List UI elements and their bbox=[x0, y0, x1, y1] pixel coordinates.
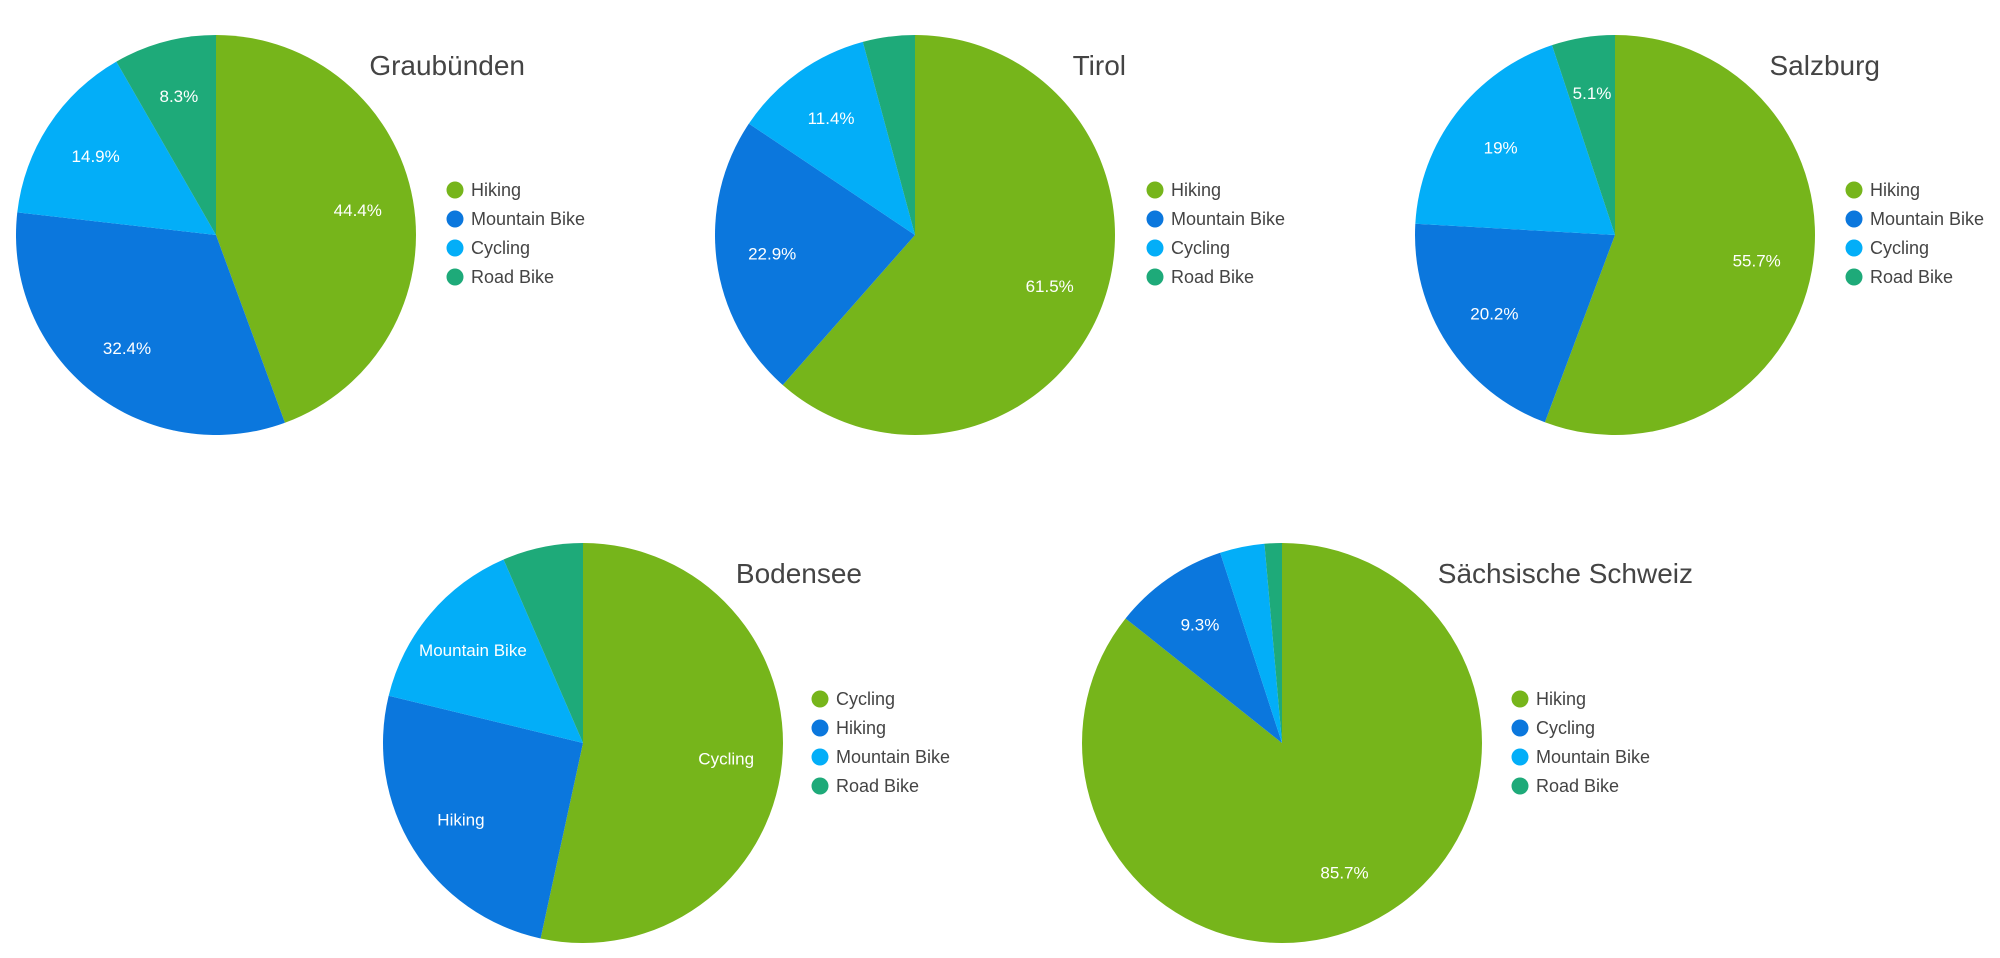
legend-swatch bbox=[1845, 268, 1863, 286]
legend-swatch bbox=[1146, 181, 1164, 199]
legend-swatch bbox=[446, 239, 464, 257]
legend-label: Mountain Bike bbox=[836, 747, 950, 767]
slice-label: 55.7% bbox=[1733, 252, 1781, 271]
legend-label: Mountain Bike bbox=[1536, 747, 1650, 767]
legend-label: Hiking bbox=[1536, 689, 1586, 709]
pie-chart-sachsische-schweiz: 85.7% 9.3% Sächsische Schweiz Hiking Cycling… bbox=[1082, 543, 1693, 943]
legend-swatch bbox=[1511, 748, 1529, 766]
legend-label: Cycling bbox=[471, 238, 530, 258]
pie-slice-mountain-bike bbox=[1415, 223, 1615, 423]
slice-label: 44.4% bbox=[334, 201, 382, 220]
slice-label: Cycling bbox=[698, 749, 754, 768]
pie-chart-tirol: 61.5% 22.9% 11.4% Tirol Hiking Mountain Bike C… bbox=[715, 35, 1285, 436]
pie-slice-hiking bbox=[382, 695, 583, 939]
slice-label: 19% bbox=[1484, 138, 1518, 157]
pie-slice-road-bike bbox=[116, 35, 216, 235]
slice-label: Mountain Bike bbox=[419, 641, 527, 660]
pie-slice-hiking bbox=[216, 35, 416, 423]
legend-swatch bbox=[1146, 239, 1164, 257]
pie-slice-cycling bbox=[1125, 552, 1282, 743]
chart-title: Bodensee bbox=[736, 558, 862, 589]
pie-slice-cycling bbox=[748, 41, 915, 235]
legend-label: Cycling bbox=[1536, 718, 1595, 738]
slice-label: 11.4% bbox=[808, 109, 855, 128]
legend: Hiking Mountain Bike Cycling Road Bike bbox=[1845, 180, 1984, 287]
legend-swatch bbox=[1511, 690, 1529, 708]
slice-label: Hiking bbox=[437, 810, 484, 829]
legend-swatch bbox=[1845, 210, 1863, 228]
legend-label: Road Bike bbox=[1536, 776, 1619, 796]
slice-label: 20.2% bbox=[1470, 305, 1518, 324]
pie-chart-salzburg: 55.7% 20.2% 19% 5.1% Salzburg Hiking Mountain … bbox=[1415, 35, 1984, 435]
legend-label: Road Bike bbox=[471, 267, 554, 287]
slice-label: 32.4% bbox=[103, 339, 151, 358]
pie-slice-cycling bbox=[17, 61, 216, 235]
legend-swatch bbox=[811, 690, 829, 708]
chart-title: Salzburg bbox=[1769, 50, 1880, 81]
slice-label: 9.3% bbox=[1181, 616, 1220, 635]
pie-slice-road-bike bbox=[503, 543, 583, 743]
slice-label: 85.7% bbox=[1320, 864, 1368, 883]
legend-swatch bbox=[446, 268, 464, 286]
legend-label: Road Bike bbox=[1171, 267, 1254, 287]
slice-label: 61.5% bbox=[1026, 277, 1074, 296]
pie-slice-road-bike bbox=[862, 35, 915, 235]
pie-slice-mountain-bike bbox=[715, 123, 915, 386]
chart-title: Tirol bbox=[1073, 50, 1126, 81]
pie-chart-bodensee: Cycling Hiking Mountain Bike Bodensee Cyclin… bbox=[382, 543, 950, 944]
legend: Cycling Hiking Mountain Bike Road Bike bbox=[811, 689, 950, 796]
legend-swatch bbox=[1511, 777, 1529, 795]
legend-label: Hiking bbox=[1870, 180, 1920, 200]
pie-slice-road-bike bbox=[1552, 35, 1615, 235]
pie-slice-hiking bbox=[1544, 35, 1815, 435]
legend-swatch bbox=[1146, 210, 1164, 228]
pie-slice-hiking bbox=[782, 35, 1115, 436]
legend-label: Road Bike bbox=[836, 776, 919, 796]
legend-swatch bbox=[446, 210, 464, 228]
legend-label: Hiking bbox=[836, 718, 886, 738]
legend-label: Mountain Bike bbox=[1870, 209, 1984, 229]
pie-slice-mountain-bike bbox=[15, 212, 285, 435]
legend-label: Hiking bbox=[471, 180, 521, 200]
chart-title: Graubünden bbox=[369, 50, 525, 81]
pie-slice-road-bike bbox=[1264, 543, 1282, 743]
legend-swatch bbox=[1146, 268, 1164, 286]
legend-label: Cycling bbox=[1171, 238, 1230, 258]
slice-label: 14.9% bbox=[72, 147, 120, 166]
legend: Hiking Mountain Bike Cycling Road Bike bbox=[1146, 180, 1285, 287]
legend-label: Cycling bbox=[1870, 238, 1929, 258]
pie-slice-cycling bbox=[1415, 45, 1615, 235]
slice-label: 8.3% bbox=[160, 87, 199, 106]
legend-swatch bbox=[811, 748, 829, 766]
legend-label: Mountain Bike bbox=[471, 209, 585, 229]
legend-label: Mountain Bike bbox=[1171, 209, 1285, 229]
pie-slice-cycling bbox=[540, 543, 784, 944]
legend-swatch bbox=[1845, 239, 1863, 257]
legend-swatch bbox=[1511, 719, 1529, 737]
legend-label: Cycling bbox=[836, 689, 895, 709]
legend: Hiking Mountain Bike Cycling Road Bike bbox=[446, 180, 585, 287]
legend-swatch bbox=[446, 181, 464, 199]
legend-label: Hiking bbox=[1171, 180, 1221, 200]
legend: Hiking Cycling Mountain Bike Road Bike bbox=[1511, 689, 1650, 796]
pie-slice-mountain-bike bbox=[388, 559, 583, 743]
legend-swatch bbox=[811, 777, 829, 795]
pie-slice-mountain-bike bbox=[1220, 543, 1282, 743]
legend-swatch bbox=[811, 719, 829, 737]
legend-label: Road Bike bbox=[1870, 267, 1953, 287]
slice-label: 5.1% bbox=[1573, 84, 1612, 103]
pie-chart-graubunden: 44.4% 32.4% 14.9% 8.3% Graubünden Hiking Mount… bbox=[15, 35, 585, 435]
legend-swatch bbox=[1845, 181, 1863, 199]
slice-label: 22.9% bbox=[748, 244, 796, 263]
chart-title: Sächsische Schweiz bbox=[1438, 558, 1693, 589]
